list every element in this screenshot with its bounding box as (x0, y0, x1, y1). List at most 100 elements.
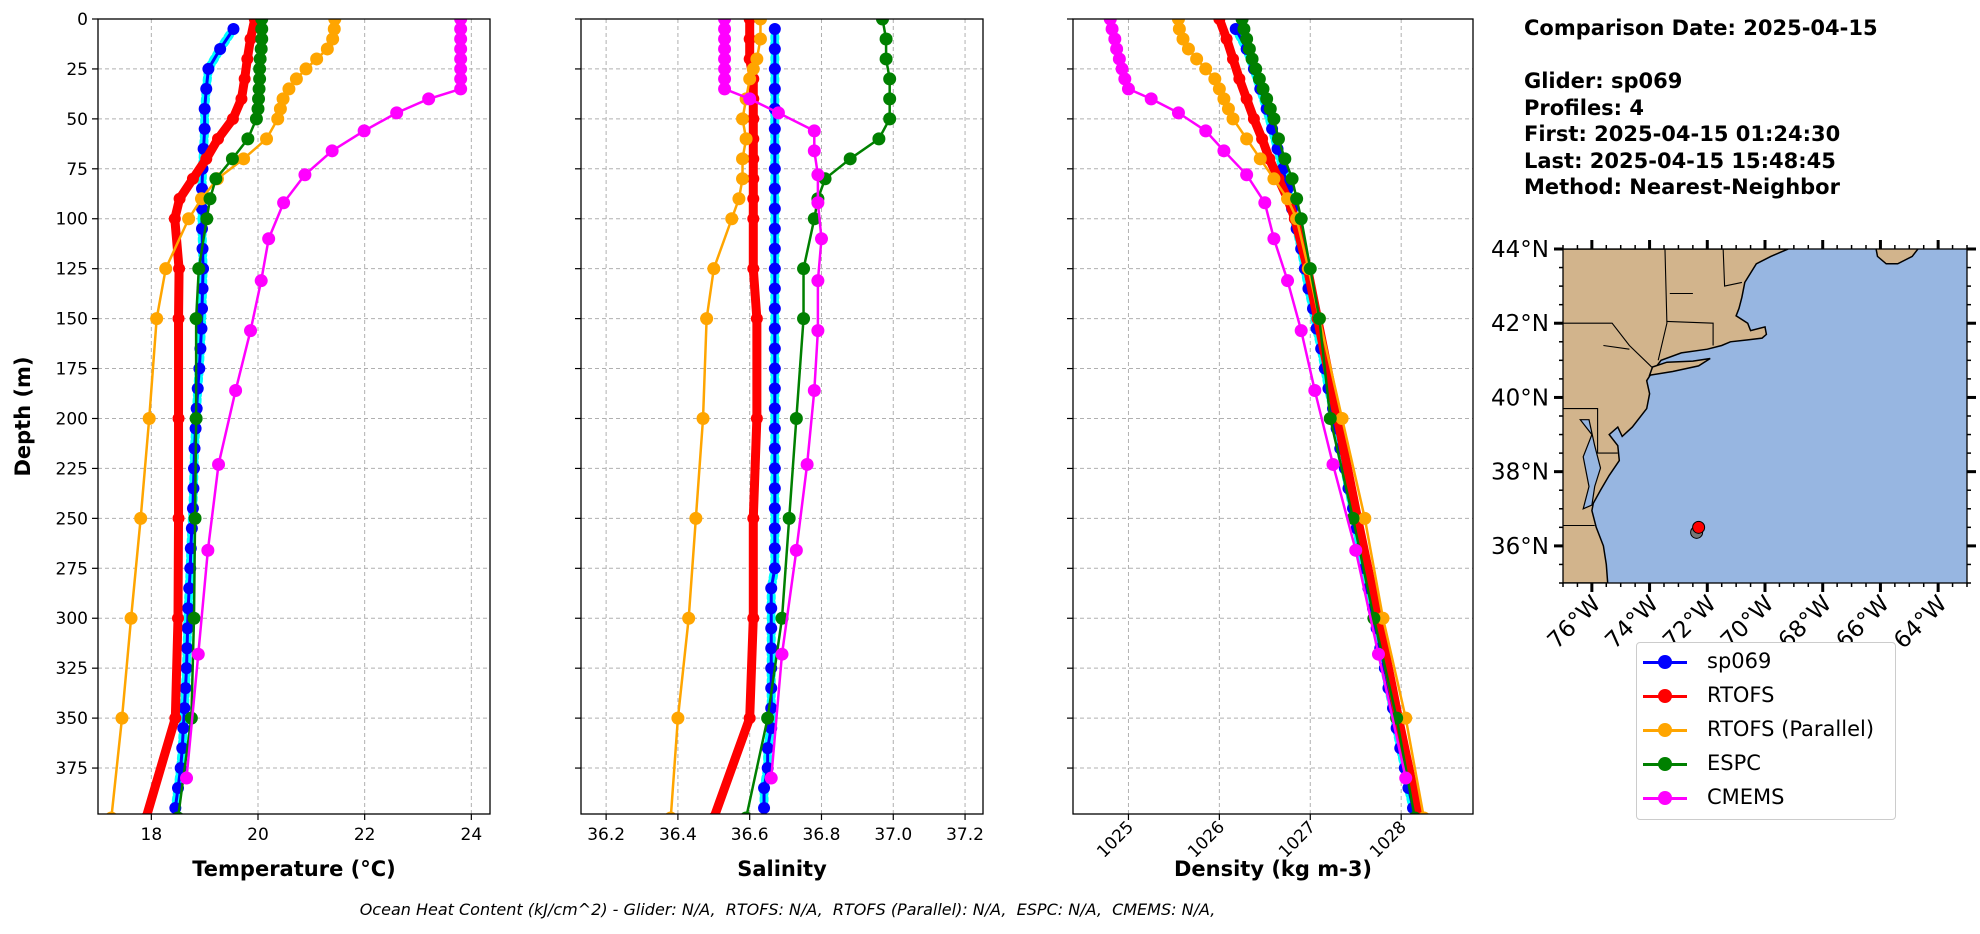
data-point (883, 112, 897, 126)
data-point (1220, 32, 1233, 45)
data-point (768, 202, 781, 215)
data-point (124, 611, 138, 625)
x-axis-label: Temperature (°C) (192, 857, 395, 881)
data-point (277, 196, 291, 210)
nova-scotia (1875, 249, 1919, 265)
axes-frame (1072, 18, 1474, 815)
data-point (765, 582, 778, 595)
location-map: 36°N38°N40°N42°N44°N76°W74°W72°W70°W68°W… (1491, 237, 1976, 654)
data-point (159, 262, 173, 276)
x-tick-label: 1026 (1184, 817, 1229, 862)
data-point (747, 172, 760, 185)
data-point (1335, 411, 1349, 425)
glider-position-marker (1692, 520, 1706, 534)
x-tick-label: 36.8 (803, 825, 841, 845)
data-point (768, 542, 781, 555)
data-point (1253, 152, 1267, 166)
lon-tick-label: 64°W (1889, 591, 1952, 654)
data-point (1267, 232, 1281, 246)
series-cmems (718, 19, 828, 785)
data-point (1303, 262, 1317, 276)
legend-label: CMEMS (1707, 785, 1785, 809)
data-point (768, 122, 781, 135)
series-rtofs (141, 19, 261, 814)
data-point (768, 242, 781, 255)
data-point (700, 312, 714, 326)
data-point (1176, 32, 1190, 46)
data-point (454, 52, 468, 66)
data-point (310, 52, 324, 66)
legend-item-espc: ESPC (1637, 749, 1895, 779)
x-tick-label: 37.0 (874, 825, 912, 845)
data-point (872, 132, 886, 146)
data-point (214, 42, 227, 55)
data-point (1110, 42, 1124, 56)
data-point (357, 124, 371, 138)
data-point (775, 647, 789, 661)
legend-item-sp069: sp069 (1637, 647, 1895, 677)
data-point (1118, 72, 1132, 86)
data-point (188, 462, 200, 475)
data-point (183, 582, 196, 595)
data-point (1260, 92, 1274, 106)
data-point (718, 22, 732, 36)
legend-item-rtofs-parallel: RTOFS (Parallel) (1637, 715, 1895, 745)
legend-marker (1658, 757, 1672, 771)
x-tick-label: 20 (247, 825, 269, 845)
x-tick-label: 36.4 (659, 825, 697, 845)
data-point (253, 72, 267, 86)
data-point (811, 168, 825, 182)
data-point (173, 192, 186, 205)
data-point (200, 212, 214, 226)
series-cmems (1103, 19, 1413, 785)
data-point (1263, 102, 1277, 116)
y-tick-label: 375 (56, 759, 88, 779)
data-point (764, 771, 778, 785)
data-point (168, 212, 181, 225)
data-point (454, 62, 468, 76)
data-point (251, 102, 265, 116)
data-point (115, 711, 129, 725)
data-point (252, 82, 266, 96)
data-point (768, 382, 781, 395)
data-point (254, 42, 268, 56)
profile-panel-0: 18 20 22 24 0 25 50 75 100 125 150 175 200 225 250 275 3… (11, 10, 491, 881)
data-point (1256, 82, 1270, 96)
data-point (1108, 32, 1122, 46)
legend-item-cmems: CMEMS (1637, 783, 1895, 813)
data-point (273, 102, 287, 116)
series-cmems (180, 19, 468, 785)
data-point (180, 771, 194, 785)
y-tick-label: 0 (77, 10, 88, 30)
state-border (1563, 322, 1653, 369)
data-point (718, 52, 732, 66)
data-point (1213, 19, 1226, 25)
data-point (758, 782, 771, 795)
lat-tick-label: 36°N (1491, 534, 1549, 560)
data-point (390, 106, 404, 120)
data-point (1326, 457, 1340, 471)
data-point (768, 322, 781, 335)
data-point (1240, 168, 1254, 182)
y-tick-label: 225 (56, 459, 88, 479)
long-island (1648, 357, 1711, 377)
data-point (746, 62, 760, 76)
x-tick-label: 1028 (1366, 817, 1411, 862)
data-point (253, 52, 267, 66)
lat-tick-label: 44°N (1491, 237, 1549, 263)
data-point (761, 711, 775, 725)
data-point (768, 222, 781, 235)
data-point (750, 52, 764, 66)
data-point (747, 212, 760, 225)
data-point (326, 32, 340, 46)
data-point (1252, 72, 1266, 86)
data-point (187, 482, 200, 495)
plot-area (106, 19, 468, 814)
legend-label: ESPC (1707, 751, 1761, 775)
data-point (1199, 62, 1213, 76)
data-point (244, 324, 258, 338)
data-point (718, 62, 732, 76)
data-point (276, 92, 290, 106)
